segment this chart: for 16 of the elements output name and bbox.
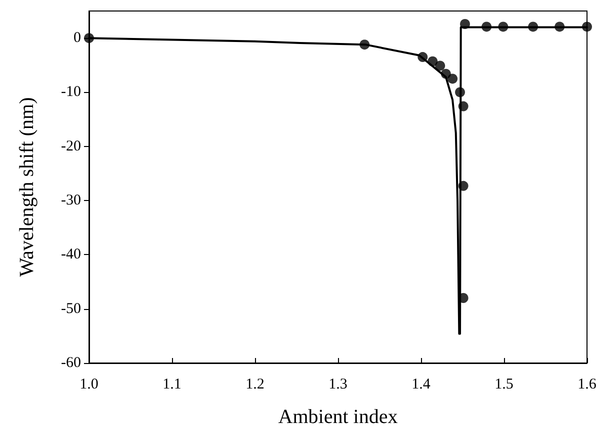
x-tick-label: 1.6 [578,376,597,392]
x-tick-label: 1.3 [328,376,348,392]
x-tick-label: 1.4 [412,376,431,392]
x-tick-label: 1.0 [80,376,98,392]
y-tick-label: 0 [74,30,81,46]
y-tick-label: -30 [61,192,81,209]
y-tick-label: -60 [61,355,81,371]
y-axis-title: Wavelength shift (nm) [16,97,38,277]
x-tick-label: 1.5 [494,376,514,392]
y-tick-label: -10 [61,84,81,100]
y-tick-label: -40 [61,246,81,263]
x-tick-label: 1.1 [162,376,182,392]
y-tick-label: -20 [61,138,81,154]
x-axis-title: Ambient index [278,406,398,428]
x-tick-label: 1.2 [246,376,264,392]
y-tick-label: -50 [61,300,81,317]
